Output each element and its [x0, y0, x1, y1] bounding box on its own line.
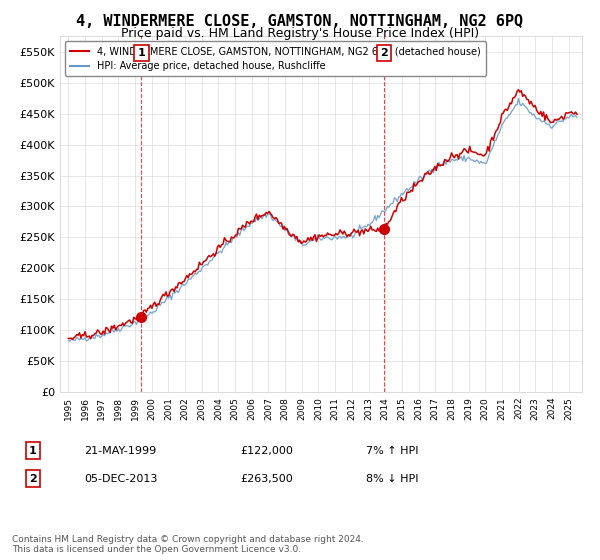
Text: 7% ↑ HPI: 7% ↑ HPI: [366, 446, 419, 456]
Text: £122,000: £122,000: [240, 446, 293, 456]
Text: Contains HM Land Registry data © Crown copyright and database right 2024.
This d: Contains HM Land Registry data © Crown c…: [12, 535, 364, 554]
Text: 21-MAY-1999: 21-MAY-1999: [84, 446, 156, 456]
Text: 1: 1: [29, 446, 37, 456]
Text: 2: 2: [29, 474, 37, 484]
Text: 4, WINDERMERE CLOSE, GAMSTON, NOTTINGHAM, NG2 6PQ: 4, WINDERMERE CLOSE, GAMSTON, NOTTINGHAM…: [76, 14, 524, 29]
Text: 05-DEC-2013: 05-DEC-2013: [84, 474, 157, 484]
Text: Price paid vs. HM Land Registry's House Price Index (HPI): Price paid vs. HM Land Registry's House …: [121, 27, 479, 40]
Text: 1: 1: [137, 48, 145, 58]
Text: 8% ↓ HPI: 8% ↓ HPI: [366, 474, 419, 484]
Legend: 4, WINDERMERE CLOSE, GAMSTON, NOTTINGHAM, NG2 6PQ (detached house), HPI: Average: 4, WINDERMERE CLOSE, GAMSTON, NOTTINGHAM…: [65, 41, 485, 76]
Text: 2: 2: [380, 48, 388, 58]
Text: £263,500: £263,500: [240, 474, 293, 484]
